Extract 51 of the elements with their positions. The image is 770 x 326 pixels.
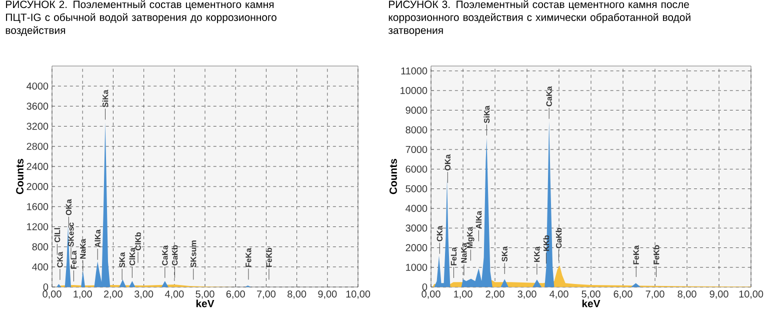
y-tick-label: 2400	[26, 162, 48, 170]
y-tick-label: 5000	[406, 185, 428, 192]
y-tick-label: 0	[422, 283, 428, 291]
x-axis-title: keV	[582, 300, 600, 308]
x-tick-label: 4,00	[550, 290, 568, 299]
x-tick-label: 2,00	[104, 290, 123, 299]
y-tick-label: 800	[32, 243, 48, 250]
x-tick-label: 3,00	[518, 290, 536, 299]
x-tick-label: 9,00	[710, 290, 728, 299]
y-tick-label: 1600	[27, 203, 48, 210]
y-tick-label: 4000	[406, 204, 428, 212]
y-tick-label: 3600	[26, 102, 48, 110]
x-tick-label: 7,00	[646, 290, 664, 299]
y-tick-label: 4000	[26, 82, 48, 90]
x-tick-label: 8,00	[288, 290, 306, 299]
y-tick-label: 2000	[406, 244, 428, 252]
x-tick-label: 5,00	[582, 290, 600, 299]
y-axis-title: Counts	[16, 158, 24, 194]
x-tick-label: 4,00	[164, 290, 184, 299]
y-tick-label: 7000	[406, 146, 428, 154]
y-tick-label: 10000	[400, 87, 428, 94]
y-axis-title: Counts	[390, 158, 397, 194]
x-tick-label: 2,00	[486, 290, 504, 299]
x-tick-label: 5,00	[196, 290, 214, 299]
y-tick-label: 6000	[406, 166, 428, 173]
y-tick-label: 11000	[401, 67, 428, 74]
x-tick-label: 9,00	[318, 290, 337, 299]
y-tick-label: 3200	[26, 122, 48, 130]
y-tick-label: 2800	[26, 142, 48, 150]
y-tick-label: 9000	[406, 106, 428, 114]
y-tick-label: 1000	[406, 264, 428, 271]
x-tick-label: 8,00	[678, 290, 696, 299]
y-tick-label: 1200	[27, 223, 48, 230]
y-tick-label: 2000	[26, 183, 48, 190]
y-tick-label: 8000	[406, 126, 428, 134]
x-tick-label: 1,00	[74, 290, 92, 299]
chart-title: РИСУНОК 3. Поэлементный состав цементного камня после коррозионного воздействия с химически обработанной водой затворения	[388, 0, 690, 36]
x-tick-label: 6,00	[614, 290, 632, 299]
x-tick-label: 6,00	[226, 290, 245, 299]
y-tick-label: 400	[32, 263, 48, 270]
x-tick-label: 0,00	[42, 290, 62, 299]
x-tick-label: 7,00	[257, 290, 276, 299]
x-tick-label: 10,00	[346, 290, 370, 299]
x-tick-label: 1,00	[454, 290, 472, 299]
y-tick-label: 3000	[406, 224, 428, 232]
y-tick-label: 0	[43, 283, 48, 291]
x-axis-title: keV	[196, 300, 214, 308]
x-tick-label: 0,00	[422, 290, 440, 299]
x-tick-label: 3,00	[134, 290, 154, 299]
chart-title: РИСУНОК 2. Поэлементный состав цементного камня ПЦТ-IG с обычной водой затворения до коррозионного воздействия	[6, 0, 276, 36]
x-tick-label: 10,00	[739, 290, 764, 299]
